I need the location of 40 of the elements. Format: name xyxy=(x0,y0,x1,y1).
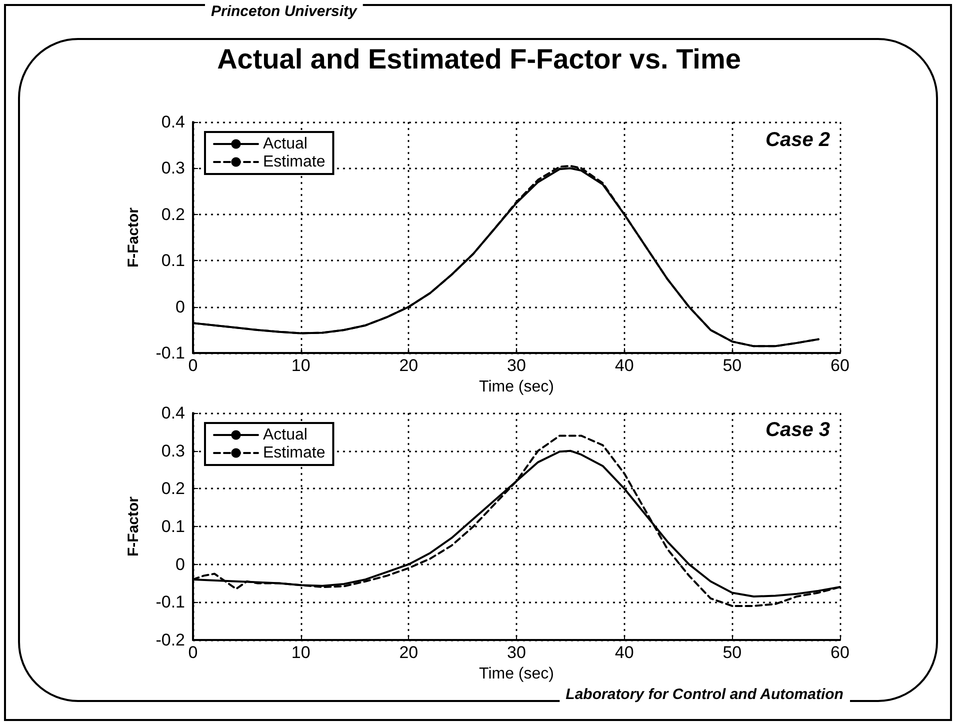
x-tick-label: 60 xyxy=(830,356,850,376)
x-tick-label: 10 xyxy=(291,356,310,376)
y-tick-label: 0.2 xyxy=(161,204,185,224)
y-axis-title: F-Factor xyxy=(125,207,142,268)
legend-label: Estimate xyxy=(263,154,326,170)
text: Laboratory for Control and Automation xyxy=(566,686,844,703)
x-tick-label: 60 xyxy=(830,643,850,662)
annotation: Case 2 xyxy=(766,129,830,151)
y-tick-label: 0.1 xyxy=(161,251,185,270)
x-axis-title: Time (sec) xyxy=(479,665,554,682)
x-tick-label: 40 xyxy=(614,643,634,662)
x-tick-label: 30 xyxy=(507,356,526,376)
x-tick-label: 0 xyxy=(188,356,198,376)
text: Princeton University xyxy=(211,3,358,20)
y-tick-label: 0.3 xyxy=(161,158,185,178)
x-tick-label: 50 xyxy=(722,356,742,376)
x-tick-label: 0 xyxy=(188,643,198,662)
y-tick-label: 0.4 xyxy=(161,404,185,422)
y-tick-label: -0.1 xyxy=(156,592,185,612)
x-tick-label: 30 xyxy=(507,643,526,662)
x-tick-label: 40 xyxy=(614,356,634,376)
y-tick-label: 0 xyxy=(176,297,185,316)
x-tick-label: 20 xyxy=(399,643,418,662)
y-tick-label: 0.3 xyxy=(161,441,185,460)
legend-label: Actual xyxy=(263,136,308,152)
y-tick-label: 0.1 xyxy=(161,517,185,536)
chart-title: Actual and Estimated F-Factor vs. Time xyxy=(217,44,741,74)
x-tick-label: 50 xyxy=(722,643,742,662)
x-axis-title: Time (sec) xyxy=(479,378,554,396)
y-tick-label: 0.4 xyxy=(161,112,185,132)
y-tick-label: 0.2 xyxy=(161,479,185,498)
legend-label: Estimate xyxy=(263,444,326,462)
y-tick-label: -0.2 xyxy=(156,630,185,650)
y-tick-label: 0 xyxy=(176,554,185,574)
x-tick-label: 10 xyxy=(291,643,310,662)
annotation: Case 3 xyxy=(766,419,830,441)
x-tick-label: 20 xyxy=(399,356,418,376)
y-tick-label: -0.1 xyxy=(156,344,185,363)
y-axis-title: F-Factor xyxy=(125,496,142,556)
legend-label: Actual xyxy=(263,426,308,444)
